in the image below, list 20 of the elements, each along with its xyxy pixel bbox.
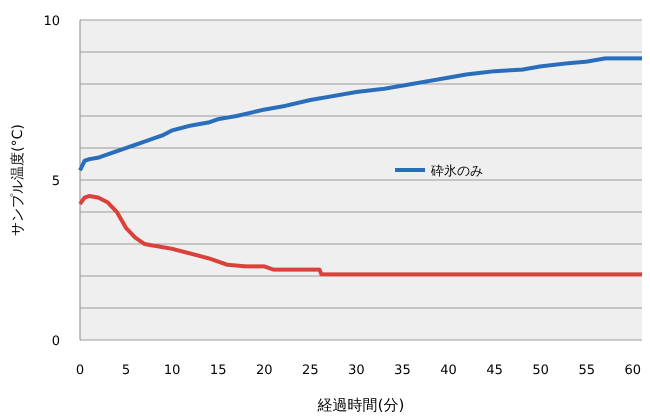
x-tick-label: 0 — [76, 363, 84, 378]
x-tick-label: 30 — [348, 363, 365, 378]
x-tick-label: 10 — [164, 363, 180, 378]
x-axis-title: 経過時間(分) — [316, 396, 404, 414]
x-tick-label: 5 — [122, 363, 130, 378]
y-tick-label: 0 — [52, 334, 60, 349]
x-tick-label: 35 — [394, 363, 411, 378]
x-tick-label: 60 — [624, 363, 642, 378]
x-tick-label: 25 — [302, 363, 319, 378]
x-tick-label: 45 — [486, 363, 503, 378]
x-tick-label: 40 — [440, 363, 457, 378]
legend-label: 砕氷のみ — [430, 164, 483, 179]
x-tick-label: 15 — [210, 363, 226, 378]
y-axis-title: サンプル温度(°C) — [10, 124, 26, 236]
x-tick-label: 20 — [256, 363, 273, 378]
y-tick-label: 5 — [52, 174, 60, 189]
y-tick-label: 10 — [43, 14, 60, 29]
line-series — [78, 194, 644, 276]
x-tick-label: 50 — [532, 363, 549, 378]
x-tick-label: 55 — [578, 363, 595, 378]
